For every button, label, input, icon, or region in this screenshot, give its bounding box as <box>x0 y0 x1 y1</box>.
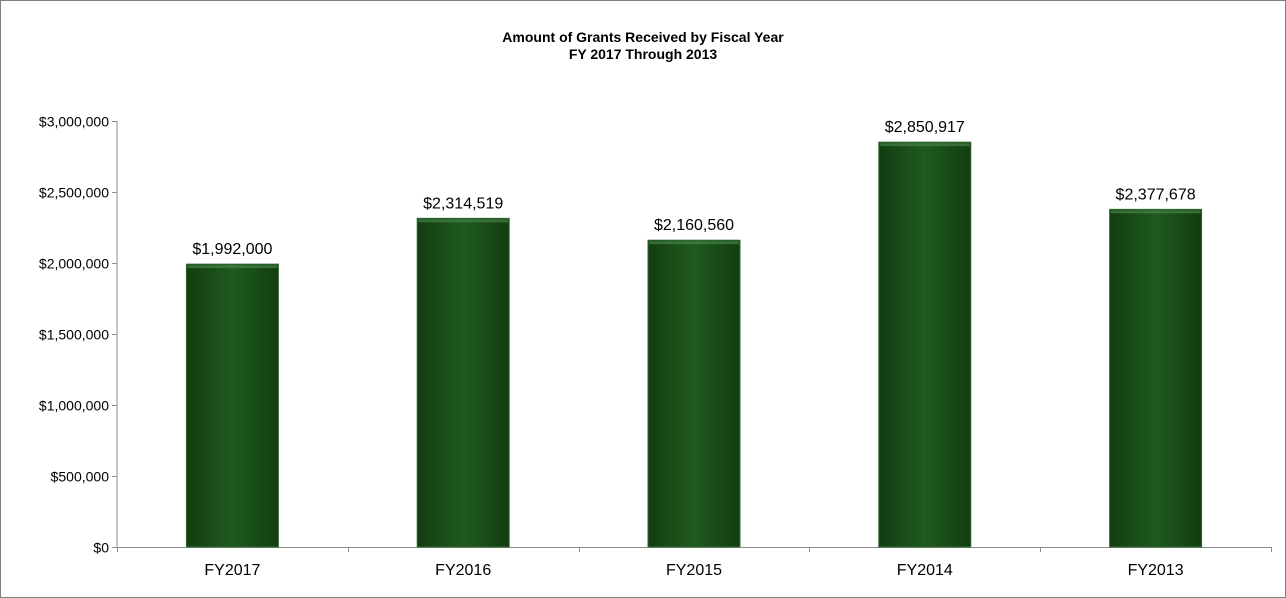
data-label-fy2015: $2,160,560 <box>654 217 734 234</box>
x-tick-label-fy2017: FY2017 <box>204 562 260 579</box>
chart-subtitle: FY 2017 Through 2013 <box>568 46 718 62</box>
data-label-fy2017: $1,992,000 <box>192 241 272 258</box>
x-tick-label-fy2015: FY2015 <box>666 562 722 579</box>
y-tick-label: $2,000,000 <box>39 256 109 272</box>
bar-highlight <box>187 265 278 269</box>
data-label-fy2014: $2,850,917 <box>885 119 965 136</box>
bar-fy2014 <box>878 141 972 548</box>
x-axis: FY2017 FY2016 FY2015 FY2014 FY2013 <box>117 547 1272 579</box>
bar-highlight <box>1110 210 1201 214</box>
bar-highlight <box>418 219 509 223</box>
y-tick-label: $1,500,000 <box>39 327 109 343</box>
chart-title: Amount of Grants Received by Fiscal Year <box>502 29 784 45</box>
y-tick-label: $2,500,000 <box>39 185 109 201</box>
x-tick-label-fy2014: FY2014 <box>897 562 953 579</box>
y-tick-label: $3,000,000 <box>39 114 109 130</box>
y-tick-label: $500,000 <box>51 469 110 485</box>
y-tick-label: $1,000,000 <box>39 398 109 414</box>
bar-fy2015 <box>647 239 741 548</box>
x-tick-label-fy2013: FY2013 <box>1128 562 1184 579</box>
x-tick-label-fy2016: FY2016 <box>435 562 491 579</box>
data-labels: $1,992,000 $2,314,519 $2,160,560 $2,850,917… <box>192 119 1195 258</box>
bar-highlight <box>649 241 739 245</box>
y-tick-label: $0 <box>93 540 109 556</box>
bars <box>185 141 1203 548</box>
bar-fy2013 <box>1109 208 1203 548</box>
bar-fy2017 <box>185 263 279 548</box>
data-label-fy2016: $2,314,519 <box>423 195 503 212</box>
bar-fy2016 <box>416 217 510 548</box>
y-axis: $0 $500,000 $1,000,000 $1,500,000 $2,000,000… <box>39 114 118 556</box>
bar-highlight <box>879 143 970 147</box>
data-label-fy2013: $2,377,678 <box>1116 186 1196 203</box>
